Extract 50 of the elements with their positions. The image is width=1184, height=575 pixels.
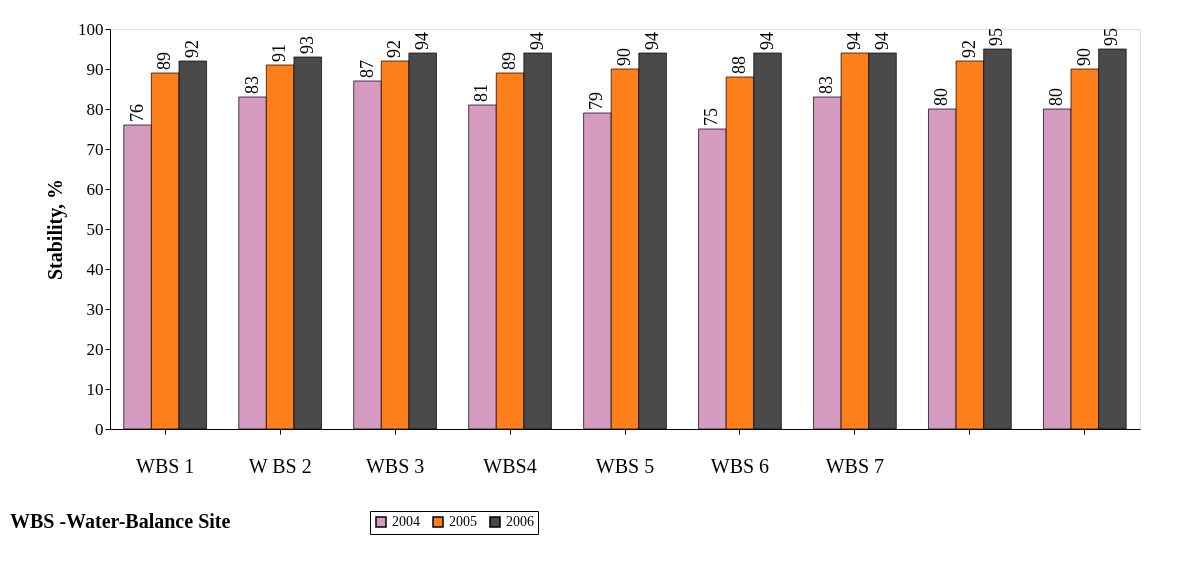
data-label: 92 [958,40,979,58]
data-label: 94 [641,32,662,50]
y-tick-label: 100 [78,19,104,39]
legend-label: 2004 [392,514,420,529]
data-label: 80 [931,88,952,106]
y-tick-label: 40 [86,259,104,279]
x-tick-label: WBS 7 [825,454,885,477]
y-tick-label: 90 [86,59,104,79]
data-label: 83 [241,76,262,94]
data-label: 88 [728,56,749,74]
data-label: 76 [126,104,147,122]
y-tick-label: 80 [86,99,104,119]
data-label: 89 [499,52,520,70]
text: WBS -Water-Balance Site [10,510,231,532]
data-label: 90 [614,48,634,66]
y-tick-label: 20 [86,339,104,359]
data-label: 94 [843,32,864,50]
data-label: 79 [586,92,607,110]
data-label: 94 [526,32,547,50]
data-label: 90 [1073,48,1094,66]
y-tick-label: 0 [95,419,104,439]
x-tick-label: W BS 2 [248,454,312,477]
data-label: 92 [181,40,202,58]
x-tick-label: WBS4 [483,454,537,477]
legend-label: 2006 [506,514,534,529]
x-tick-label: WBS 3 [365,454,425,477]
data-label: 94 [756,32,777,50]
data-label: 95 [1101,28,1122,46]
y-tick-label: 60 [86,179,104,199]
data-label: 94 [411,32,432,50]
x-tick-label: WBS 1 [136,454,195,477]
data-label: 80 [1046,88,1067,106]
y-axis-title: Stability, % [44,178,67,281]
data-label: 81 [471,84,492,102]
data-label: 94 [871,32,892,50]
data-label: 93 [296,36,317,54]
data-label: 87 [356,60,377,78]
data-label: 75 [701,108,722,126]
y-tick-label: 10 [86,379,104,399]
data-label: 83 [816,76,837,94]
data-label: 95 [986,28,1007,46]
x-tick-label: WBS 5 [595,454,655,477]
data-label: 91 [269,44,290,62]
y-tick-label: 30 [86,299,104,319]
x-tick-label: WBS 6 [710,454,770,477]
data-label: 92 [384,40,405,58]
y-tick-label: 70 [86,139,104,159]
data-label: 89 [154,52,175,70]
y-tick-label: 50 [86,219,104,239]
legend-label: 2005 [449,514,477,529]
